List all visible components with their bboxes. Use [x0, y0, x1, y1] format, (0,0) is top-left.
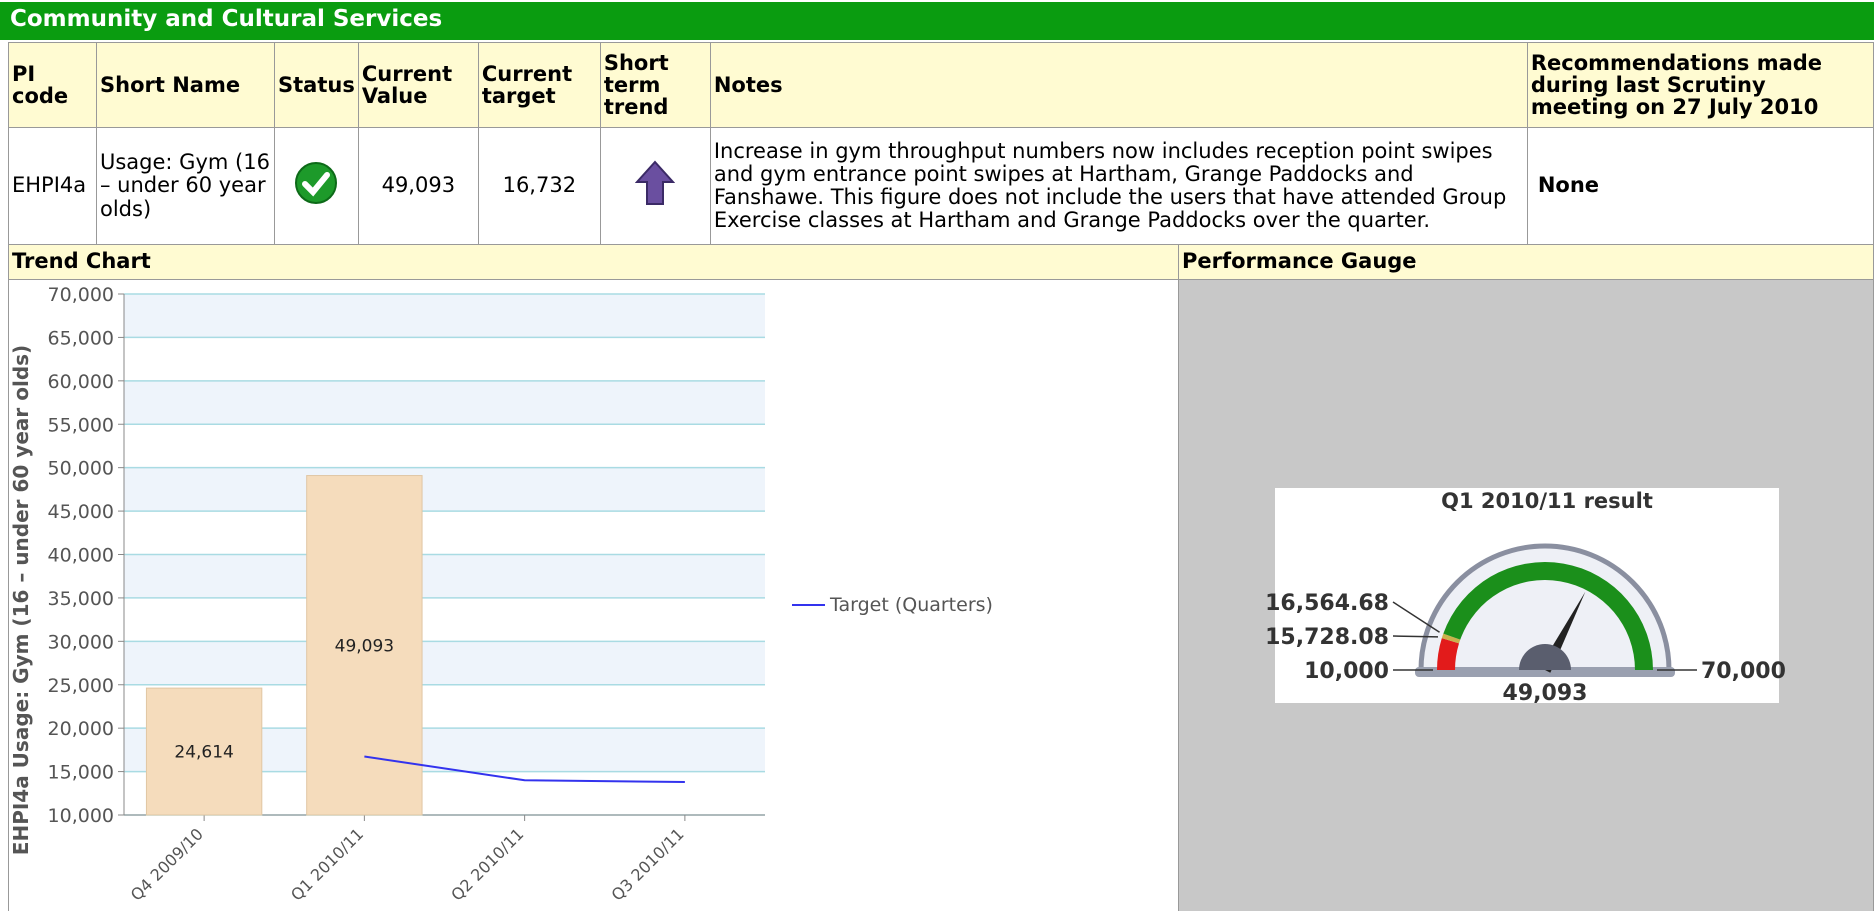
y-tick-label: 40,000: [48, 545, 114, 567]
y-axis-label: EHPI4a Usage: Gym (16 – under 60 year ol…: [9, 345, 33, 855]
gauge-title: Q1 2010/11 result: [1441, 489, 1653, 513]
y-tick-label: 45,000: [48, 501, 114, 523]
x-tick-label: Q4 2009/10: [127, 824, 207, 904]
x-tick-label: Q1 2010/11: [287, 824, 367, 904]
value-label: 24,614: [174, 743, 233, 763]
y-tick-label: 65,000: [48, 327, 114, 349]
y-tick-label: 15,000: [48, 762, 114, 784]
gauge-tick-leader: [1393, 636, 1438, 637]
charts: EHPI4a Usage: Gym (16 – under 60 year ol…: [0, 0, 1874, 911]
gauge-tick-label: 16,564.68: [1265, 591, 1389, 616]
y-tick-label: 25,000: [48, 675, 114, 697]
plot-band: [124, 641, 765, 684]
y-tick-label: 60,000: [48, 371, 114, 393]
y-tick-label: 55,000: [48, 414, 114, 436]
x-tick-label: Q3 2010/11: [608, 824, 688, 904]
gauge-value-label: 49,093: [1503, 681, 1588, 706]
y-tick-label: 10,000: [48, 805, 114, 827]
plot-band: [124, 468, 765, 511]
plot-band: [124, 294, 765, 337]
y-tick-label: 20,000: [48, 718, 114, 740]
y-tick-label: 30,000: [48, 631, 114, 653]
plot-band: [124, 555, 765, 598]
page: Community and Cultural Services PI code …: [0, 0, 1874, 911]
x-tick-label: Q2 2010/11: [447, 824, 527, 904]
gauge-tick-label: 15,728.08: [1265, 625, 1389, 650]
y-tick-label: 50,000: [48, 458, 114, 480]
y-tick-label: 70,000: [48, 284, 114, 306]
gauge-tick-label: 10,000: [1304, 659, 1389, 684]
plot-band: [124, 381, 765, 424]
gauge-tick-label: 70,000: [1701, 659, 1786, 684]
value-label: 49,093: [335, 636, 394, 656]
y-tick-label: 35,000: [48, 588, 114, 610]
legend-label: Target (Quarters): [829, 594, 993, 616]
